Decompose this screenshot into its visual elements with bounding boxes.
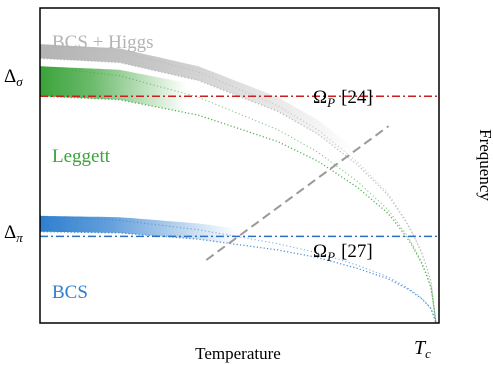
diagonal-line [205, 125, 390, 261]
diagonal-dashed-line [205, 125, 390, 261]
x-axis-label: Temperature [195, 344, 281, 363]
y-tick-delta-sigma: Δσ [4, 66, 23, 89]
plot-frame [39, 7, 440, 324]
band-bcs-higgs [40, 44, 357, 165]
y-axis-label: Frequency [476, 129, 493, 201]
band-leggett [40, 66, 187, 113]
gradient-bands [40, 44, 357, 245]
y-tick-delta-pi: Δπ [4, 222, 23, 245]
series-label-bcs-higgs: BCS + Higgs [52, 32, 154, 53]
series-label-bcs: BCS [52, 282, 88, 303]
dotted-curves [39, 43, 437, 324]
x-tick-tc: Tc [414, 337, 431, 361]
curve-upper-bcs [39, 215, 437, 324]
reference-lines [40, 95, 439, 238]
ref-label-omega-27: ΩP [27] [313, 241, 373, 264]
ref-label-omega-24: ΩP [24] [313, 87, 373, 110]
curve-bcs [40, 231, 437, 324]
series-label-leggett: Leggett [52, 146, 111, 167]
band-bcs [40, 215, 238, 245]
curve-leggett [39, 95, 437, 324]
curve-upper-leggett [39, 65, 437, 324]
